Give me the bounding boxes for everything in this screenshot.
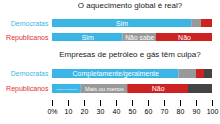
svg-text:Não: Não xyxy=(152,85,165,92)
svg-text:60: 60 xyxy=(145,108,153,115)
svg-text:30: 30 xyxy=(97,108,105,115)
svg-text:Não sabe: Não sabe xyxy=(125,34,154,41)
svg-text:100: 100 xyxy=(207,108,219,115)
svg-text:Sim: Sim xyxy=(82,34,94,41)
svg-text:90: 90 xyxy=(193,108,201,115)
svg-text:Republicanos: Republicanos xyxy=(6,85,49,93)
svg-text:complet./geralmente: complet./geralmente xyxy=(56,88,79,91)
svg-text:Sim: Sim xyxy=(116,20,128,27)
svg-text:Não: Não xyxy=(178,34,191,41)
html-text:Empresas de petróleo e gás têm: Empresas de petróleo e gás têm culpa? xyxy=(59,50,201,59)
html-text:O aquecimento global é real?: O aquecimento global é real? xyxy=(77,1,183,10)
svg-text:0%: 0% xyxy=(47,108,57,115)
svg-text:20: 20 xyxy=(81,108,89,115)
svg-text:10: 10 xyxy=(65,108,73,115)
svg-text:Completamente/geralmente: Completamente/geralmente xyxy=(73,70,159,78)
svg-text:80: 80 xyxy=(177,108,185,115)
svg-text:70: 70 xyxy=(161,108,169,115)
svg-text:Democratas: Democratas xyxy=(11,70,49,77)
svg-text:40: 40 xyxy=(113,108,121,115)
svg-text:50: 50 xyxy=(129,108,137,115)
svg-text:Mais ou menos: Mais ou menos xyxy=(85,86,124,92)
svg-text:Republicanos: Republicanos xyxy=(6,34,49,42)
svg-text:Democratas: Democratas xyxy=(11,20,49,27)
